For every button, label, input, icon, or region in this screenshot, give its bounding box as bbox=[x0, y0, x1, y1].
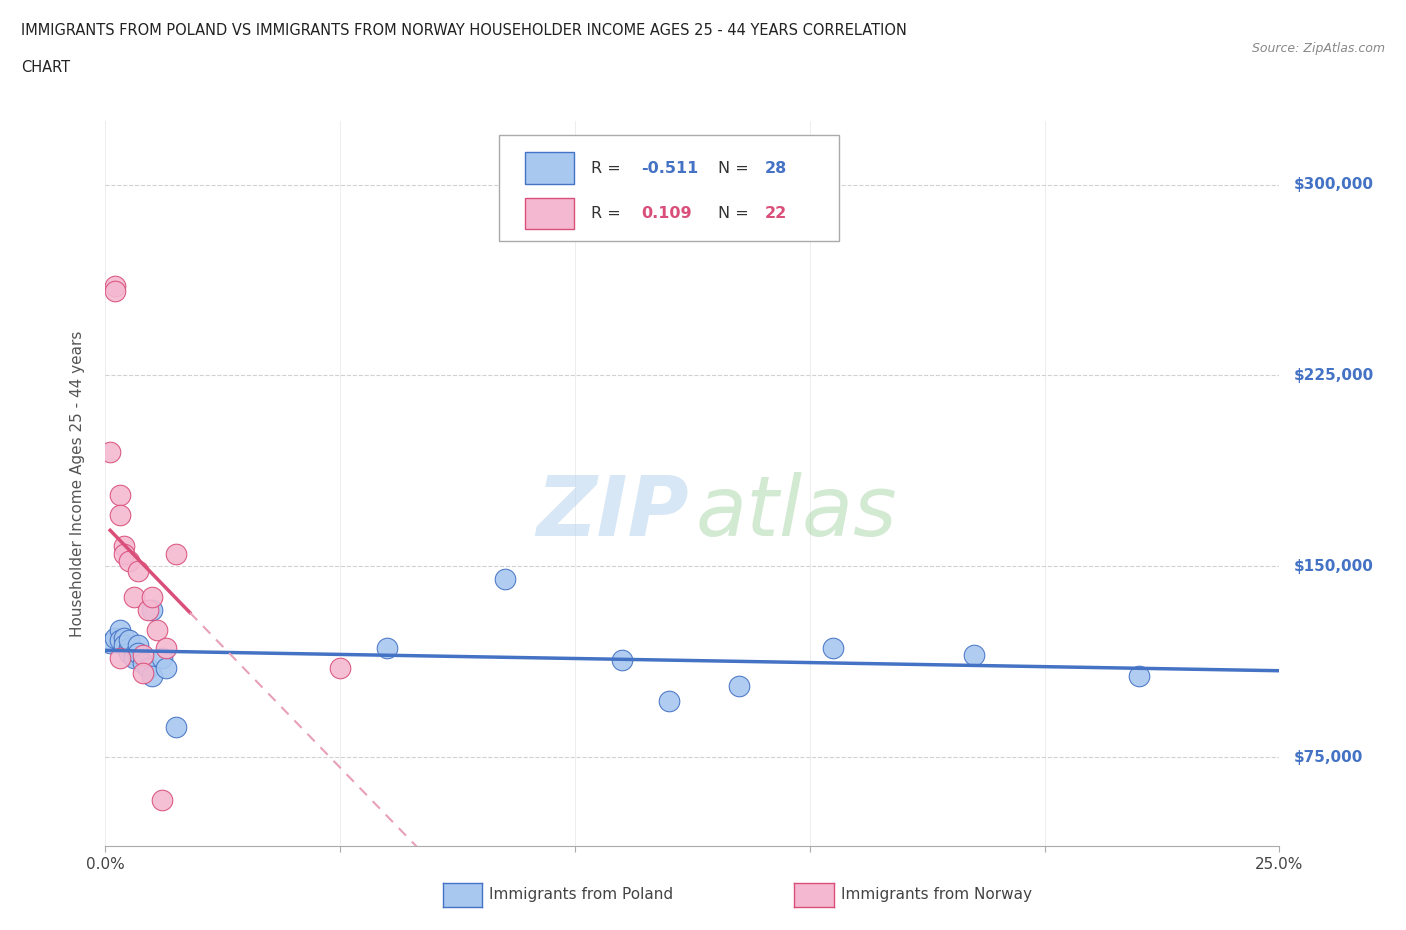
Text: N =: N = bbox=[718, 161, 749, 176]
Point bbox=[118, 645, 141, 660]
Point bbox=[141, 602, 163, 617]
Point bbox=[122, 648, 145, 663]
Text: 28: 28 bbox=[765, 161, 787, 176]
Point bbox=[108, 487, 131, 502]
Point bbox=[104, 279, 127, 294]
Point bbox=[108, 508, 131, 523]
Point bbox=[165, 546, 187, 561]
Point bbox=[127, 564, 149, 578]
Point bbox=[104, 284, 127, 299]
Point bbox=[132, 656, 155, 671]
Point bbox=[122, 590, 145, 604]
Point bbox=[108, 650, 131, 665]
Point bbox=[136, 660, 159, 675]
Point bbox=[165, 719, 187, 734]
Point bbox=[98, 445, 121, 459]
Point bbox=[118, 632, 141, 647]
Text: N =: N = bbox=[718, 206, 749, 221]
Point bbox=[150, 793, 173, 808]
Point bbox=[127, 638, 149, 653]
Point bbox=[122, 650, 145, 665]
Y-axis label: Householder Income Ages 25 - 44 years: Householder Income Ages 25 - 44 years bbox=[70, 330, 84, 637]
Point bbox=[132, 648, 155, 663]
Point bbox=[728, 679, 751, 694]
Text: atlas: atlas bbox=[696, 472, 897, 553]
Text: R =: R = bbox=[592, 161, 621, 176]
Point bbox=[112, 538, 135, 553]
Point bbox=[823, 641, 845, 656]
Point bbox=[132, 666, 155, 681]
Text: IMMIGRANTS FROM POLAND VS IMMIGRANTS FROM NORWAY HOUSEHOLDER INCOME AGES 25 - 44: IMMIGRANTS FROM POLAND VS IMMIGRANTS FRO… bbox=[21, 23, 907, 38]
Point bbox=[104, 631, 127, 645]
Point bbox=[658, 694, 681, 709]
Text: CHART: CHART bbox=[21, 60, 70, 75]
Point bbox=[155, 641, 177, 656]
Bar bbox=[524, 153, 574, 184]
Text: 22: 22 bbox=[765, 206, 787, 221]
Text: $300,000: $300,000 bbox=[1294, 177, 1374, 192]
Point bbox=[108, 632, 131, 647]
Point bbox=[150, 650, 173, 665]
Text: ZIP: ZIP bbox=[536, 472, 689, 553]
Bar bbox=[524, 197, 574, 230]
Point bbox=[155, 660, 177, 675]
Point bbox=[112, 631, 135, 645]
Point bbox=[112, 546, 135, 561]
Point bbox=[141, 669, 163, 684]
Point bbox=[494, 572, 516, 587]
Text: Source: ZipAtlas.com: Source: ZipAtlas.com bbox=[1251, 42, 1385, 55]
Point bbox=[141, 590, 163, 604]
Point bbox=[146, 622, 169, 637]
Point bbox=[136, 602, 159, 617]
Point bbox=[963, 648, 986, 663]
Point bbox=[112, 638, 135, 653]
Point bbox=[118, 553, 141, 568]
Point bbox=[127, 645, 149, 660]
Point bbox=[375, 641, 398, 656]
FancyBboxPatch shape bbox=[499, 136, 839, 241]
Text: Immigrants from Norway: Immigrants from Norway bbox=[841, 887, 1032, 902]
Text: Immigrants from Poland: Immigrants from Poland bbox=[489, 887, 673, 902]
Text: $75,000: $75,000 bbox=[1294, 750, 1362, 764]
Text: 0.109: 0.109 bbox=[641, 206, 692, 221]
Point bbox=[98, 635, 121, 650]
Point bbox=[610, 653, 633, 668]
Text: R =: R = bbox=[592, 206, 621, 221]
Text: -0.511: -0.511 bbox=[641, 161, 697, 176]
Point bbox=[1128, 669, 1150, 684]
Text: $150,000: $150,000 bbox=[1294, 559, 1374, 574]
Point bbox=[329, 660, 352, 675]
Point bbox=[118, 641, 141, 656]
Point bbox=[108, 622, 131, 637]
Text: $225,000: $225,000 bbox=[1294, 368, 1374, 383]
